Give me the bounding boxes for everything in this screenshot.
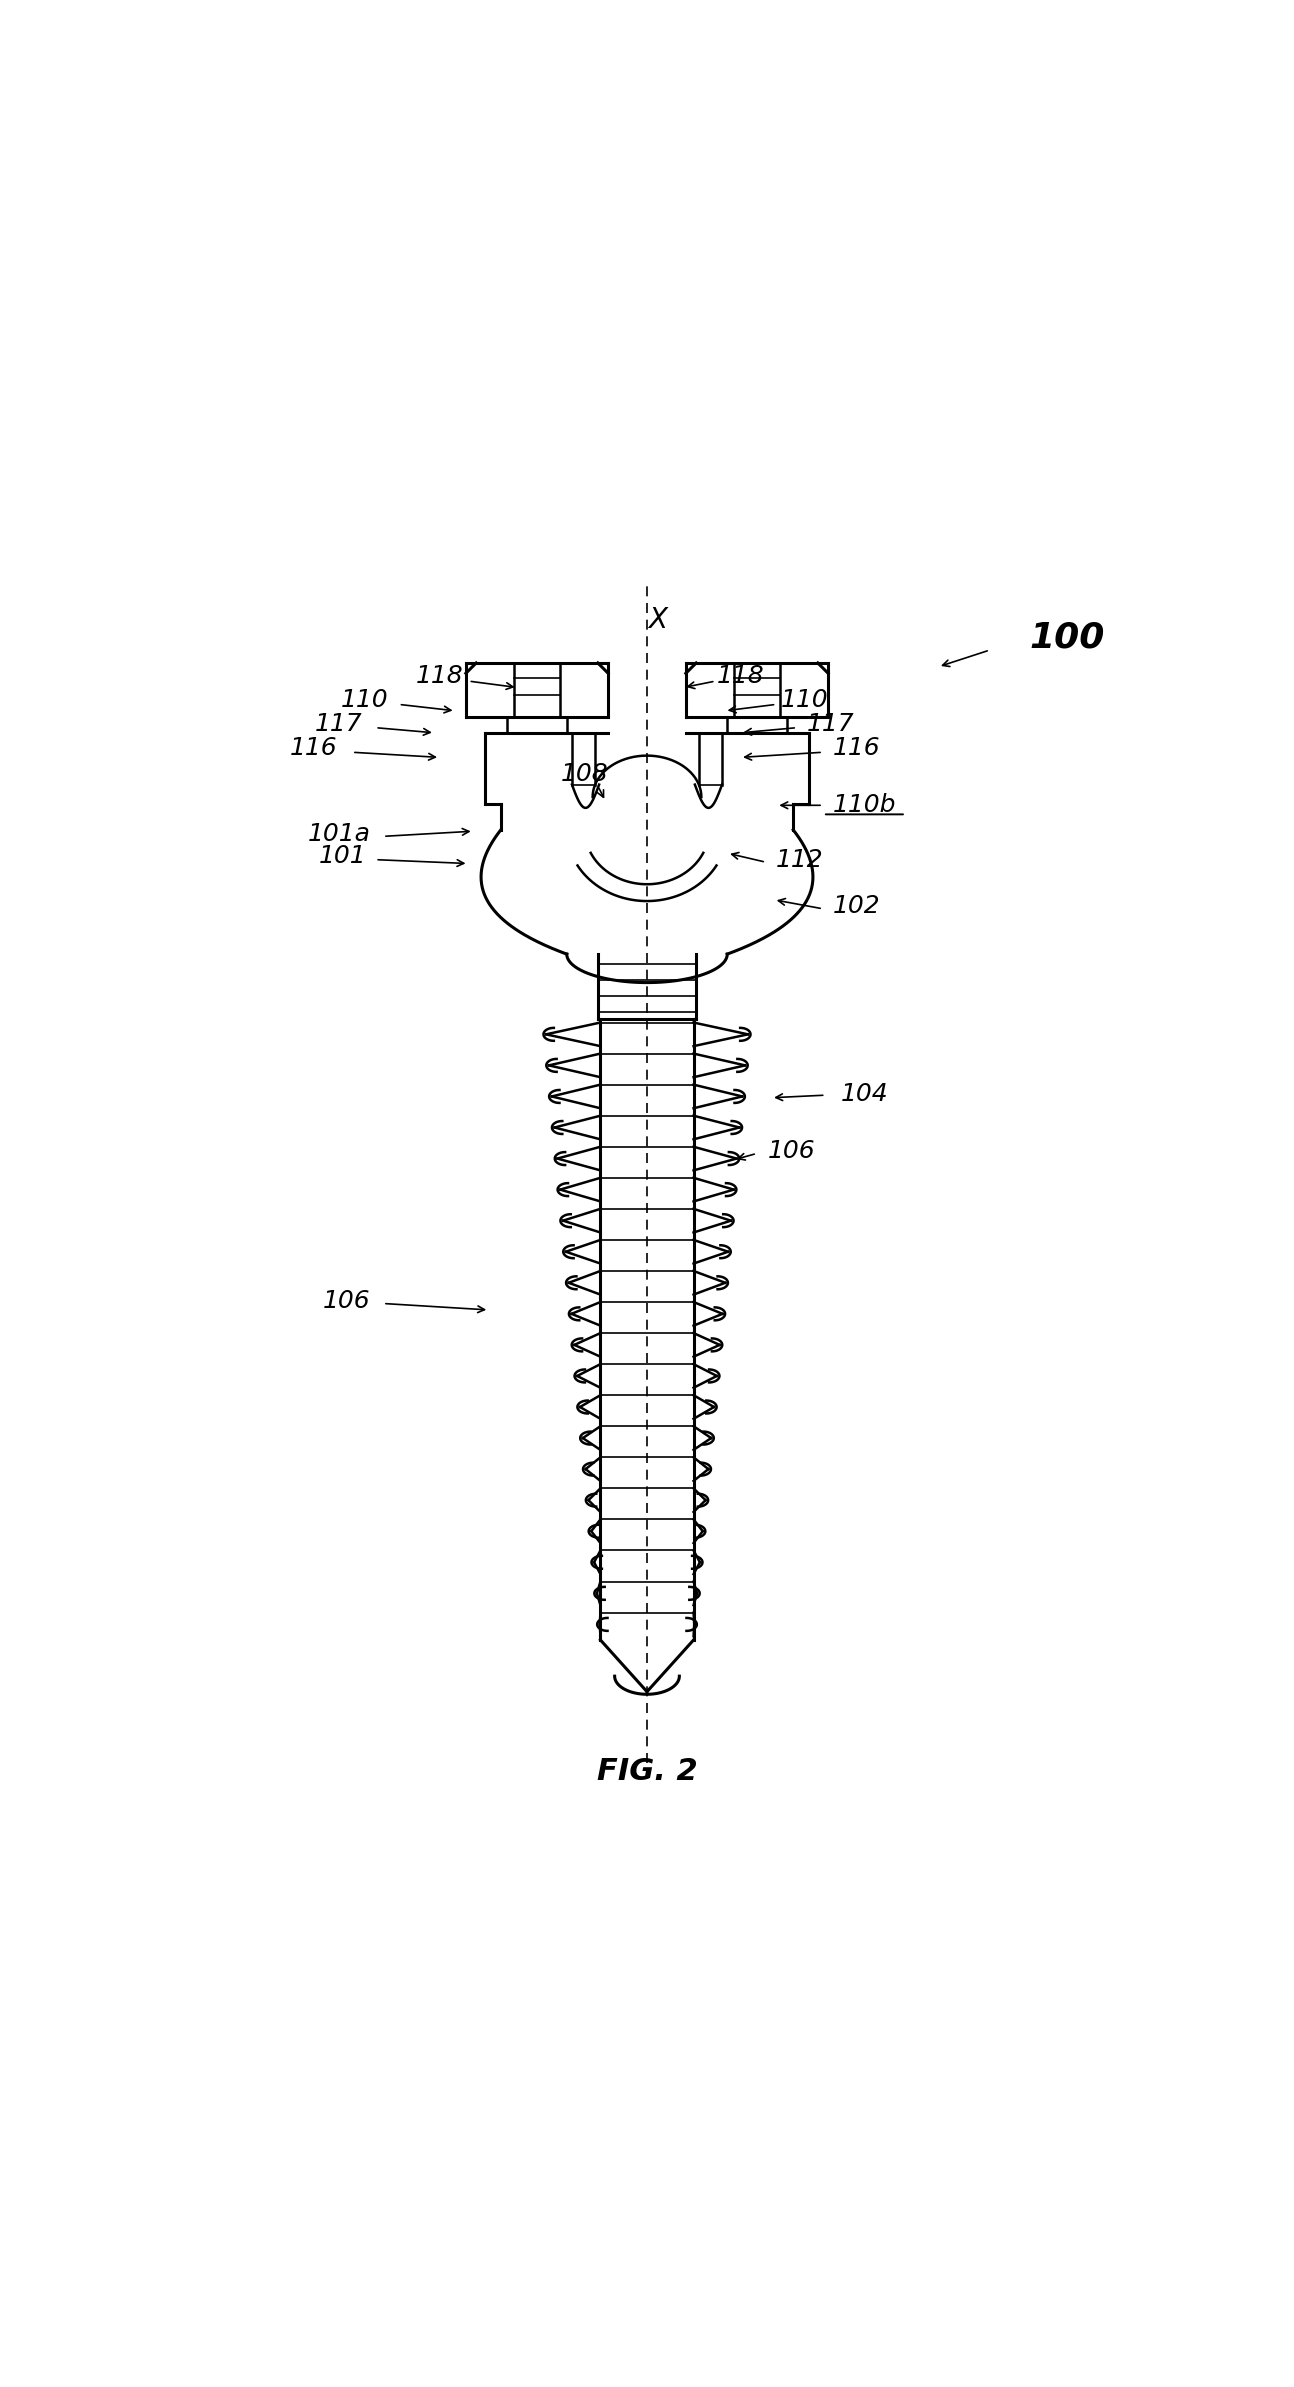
Text: 110b: 110b — [832, 792, 897, 816]
Text: FIG. 2: FIG. 2 — [597, 1757, 697, 1785]
Text: 116: 116 — [833, 735, 880, 761]
Text: 117: 117 — [807, 711, 854, 735]
Text: 106: 106 — [769, 1139, 815, 1162]
Text: X: X — [648, 606, 666, 635]
Text: 106: 106 — [324, 1289, 370, 1313]
Text: 110: 110 — [782, 687, 828, 711]
Text: 116: 116 — [290, 735, 336, 761]
Text: 118: 118 — [417, 664, 463, 687]
Text: 112: 112 — [776, 847, 823, 871]
Text: 104: 104 — [841, 1081, 888, 1105]
Text: 101a: 101a — [308, 821, 370, 845]
Text: 117: 117 — [316, 711, 362, 735]
Text: 118: 118 — [717, 664, 763, 687]
Text: 110: 110 — [342, 687, 388, 711]
Text: 102: 102 — [833, 895, 880, 919]
Text: 100: 100 — [1030, 621, 1105, 654]
Text: 101: 101 — [320, 843, 366, 869]
Text: 108: 108 — [562, 761, 608, 785]
